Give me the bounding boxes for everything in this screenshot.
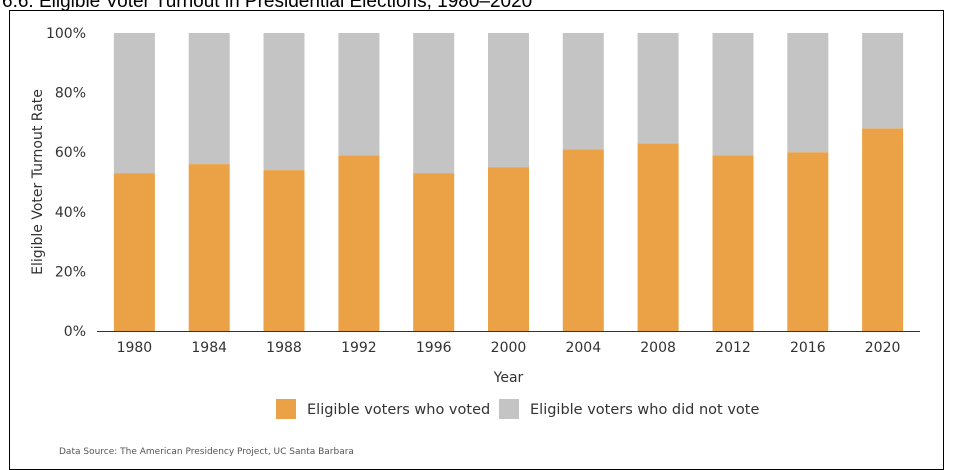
bar-did-not-vote-2008 <box>637 33 679 144</box>
bar-did-not-vote-1996 <box>413 33 455 174</box>
y-tick-label: 20% <box>55 264 86 280</box>
bar-voted-2008 <box>637 143 679 331</box>
legend-swatch-did-not-vote <box>499 399 519 419</box>
stacked-bar-chart: 0% 20% 40% 60% 80% 100% 1980 1984 1988 1992 1996 2… <box>30 26 920 456</box>
chart-title: 6.6: Eligible Voter Turnout in President… <box>2 0 533 11</box>
x-tick-label: 1988 <box>266 340 302 356</box>
source-note: Data Source: The American Presidency Pro… <box>59 447 354 456</box>
x-tick-label: 1980 <box>117 340 153 356</box>
bar-voted-1980 <box>113 173 155 331</box>
bar-voted-2000 <box>488 167 529 331</box>
x-tick-label: 2012 <box>715 340 751 356</box>
bar-voted-1988 <box>263 170 305 331</box>
y-ticks-group: 0% 20% 40% 60% 80% 100% <box>46 26 86 340</box>
legend-label-did-not-vote: Eligible voters who did not vote <box>530 402 759 418</box>
bar-did-not-vote-2016 <box>787 33 829 153</box>
bar-did-not-vote-2000 <box>488 33 529 168</box>
chart-title-strip: 6.6: Eligible Voter Turnout in President… <box>0 0 955 11</box>
y-tick-label: 80% <box>55 86 86 102</box>
bar-voted-1992 <box>338 155 380 331</box>
bar-voted-1996 <box>413 173 455 331</box>
x-tick-label: 2000 <box>491 340 527 356</box>
bar-voted-2004 <box>562 149 604 331</box>
bar-voted-2020 <box>862 128 904 331</box>
x-ticks-group: 1980 1984 1988 1992 1996 2000 2004 2008 2012 2016… <box>117 340 901 356</box>
bar-did-not-vote-2004 <box>562 33 604 150</box>
bar-did-not-vote-1992 <box>338 33 380 156</box>
x-tick-label: 1992 <box>341 340 377 356</box>
x-tick-label: 2020 <box>865 340 901 356</box>
x-tick-label: 2008 <box>640 340 676 356</box>
y-tick-label: 60% <box>55 145 86 161</box>
x-tick-label: 1996 <box>416 340 452 356</box>
x-tick-label: 2016 <box>790 340 826 356</box>
legend-label-voted: Eligible voters who voted <box>307 402 490 418</box>
bar-voted-1984 <box>188 164 230 331</box>
x-tick-label: 1984 <box>191 340 227 356</box>
bar-did-not-vote-1984 <box>188 33 230 165</box>
y-tick-label: 40% <box>55 205 86 221</box>
bar-voted-2012 <box>712 155 754 331</box>
x-axis-label: Year <box>493 370 524 386</box>
bar-did-not-vote-2020 <box>862 33 904 129</box>
bars-group <box>113 33 904 331</box>
legend: Eligible voters who voted Eligible voters… <box>276 399 759 419</box>
y-tick-label: 100% <box>46 26 86 42</box>
y-tick-label: 0% <box>64 324 86 340</box>
bar-did-not-vote-2012 <box>712 33 754 156</box>
x-tick-label: 2004 <box>565 340 601 356</box>
bar-did-not-vote-1988 <box>263 33 305 171</box>
legend-swatch-voted <box>276 399 296 419</box>
bar-voted-2016 <box>787 152 829 331</box>
bar-did-not-vote-1980 <box>113 33 155 174</box>
y-axis-label: Eligible Voter Turnout Rate <box>30 89 46 275</box>
